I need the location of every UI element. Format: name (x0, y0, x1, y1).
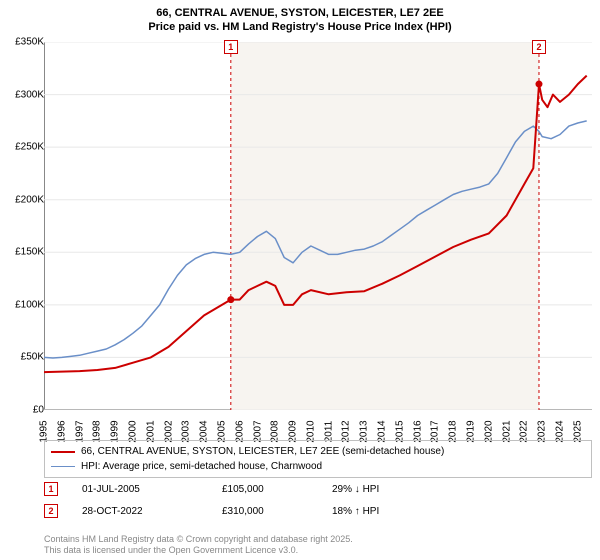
chart-marker-2: 2 (532, 40, 546, 54)
legend-box: 66, CENTRAL AVENUE, SYSTON, LEICESTER, L… (44, 440, 592, 478)
chart-area (44, 42, 592, 410)
attribution: Contains HM Land Registry data © Crown c… (44, 534, 353, 556)
sale-row-2: 2 28-OCT-2022 £310,000 18% ↑ HPI (44, 502, 592, 520)
y-tick-label: £0 (33, 405, 44, 416)
legend-row-1: 66, CENTRAL AVENUE, SYSTON, LEICESTER, L… (51, 444, 585, 459)
attribution-line-2: This data is licensed under the Open Gov… (44, 545, 353, 556)
y-tick-label: £50K (21, 352, 44, 363)
legend-swatch-1 (51, 451, 75, 453)
sale-note-1: 29% ↓ HPI (332, 484, 379, 495)
sale-marker-1: 1 (44, 482, 58, 496)
sale-price-1: £105,000 (222, 484, 332, 495)
y-tick-label: £200K (15, 194, 44, 205)
y-tick-label: £150K (15, 247, 44, 258)
legend-label-2: HPI: Average price, semi-detached house,… (81, 461, 322, 472)
sale-note-2: 18% ↑ HPI (332, 506, 379, 517)
sale-price-2: £310,000 (222, 506, 332, 517)
chart-container: 66, CENTRAL AVENUE, SYSTON, LEICESTER, L… (0, 0, 600, 560)
plot-svg (44, 42, 592, 410)
sale-date-1: 01-JUL-2005 (82, 484, 222, 495)
title-block: 66, CENTRAL AVENUE, SYSTON, LEICESTER, L… (0, 0, 600, 35)
legend-label-1: 66, CENTRAL AVENUE, SYSTON, LEICESTER, L… (81, 446, 444, 457)
legend-row-2: HPI: Average price, semi-detached house,… (51, 459, 585, 474)
y-tick-label: £250K (15, 142, 44, 153)
legend-swatch-2 (51, 466, 75, 467)
y-tick-label: £300K (15, 89, 44, 100)
y-tick-label: £350K (15, 37, 44, 48)
title-line-1: 66, CENTRAL AVENUE, SYSTON, LEICESTER, L… (0, 6, 600, 20)
title-line-2: Price paid vs. HM Land Registry's House … (0, 20, 600, 34)
y-tick-label: £100K (15, 299, 44, 310)
attribution-line-1: Contains HM Land Registry data © Crown c… (44, 534, 353, 545)
sale-row-1: 1 01-JUL-2005 £105,000 29% ↓ HPI (44, 480, 592, 498)
chart-marker-1: 1 (224, 40, 238, 54)
sale-marker-2: 2 (44, 504, 58, 518)
sale-date-2: 28-OCT-2022 (82, 506, 222, 517)
